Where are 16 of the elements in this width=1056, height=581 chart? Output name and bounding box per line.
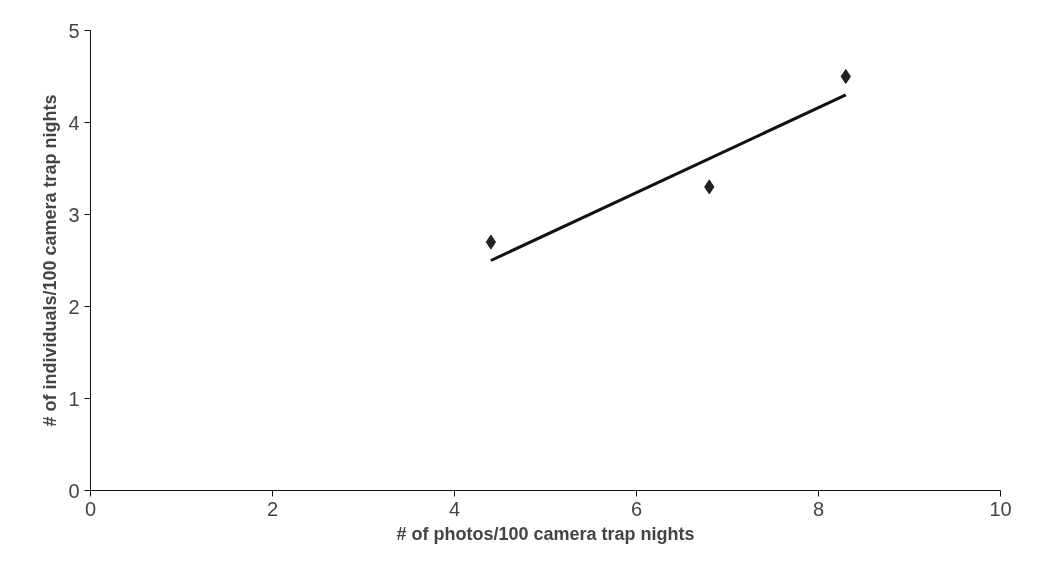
x-tick-label: 10 (989, 497, 1012, 520)
y-tick-label: 2 (68, 295, 80, 318)
x-tick-label: 6 (630, 497, 643, 520)
y-tick-label: 4 (68, 111, 80, 134)
y-tick-label: 5 (68, 19, 80, 42)
y-tick-label: 0 (68, 479, 80, 502)
point (840, 69, 851, 84)
x-tick-label: 0 (84, 497, 97, 520)
y-tick-label: 1 (68, 387, 80, 410)
x-axis-title: # of photos/100 camera trap nights (396, 523, 695, 544)
x-tick-label: 2 (266, 497, 279, 520)
x-tick-label: 4 (448, 497, 461, 520)
y-tick-label: 3 (68, 203, 80, 226)
x-tick-label: 8 (812, 497, 825, 520)
point (485, 234, 497, 250)
y-axis-title: # of individuals/100 camera trap nights (40, 94, 61, 427)
